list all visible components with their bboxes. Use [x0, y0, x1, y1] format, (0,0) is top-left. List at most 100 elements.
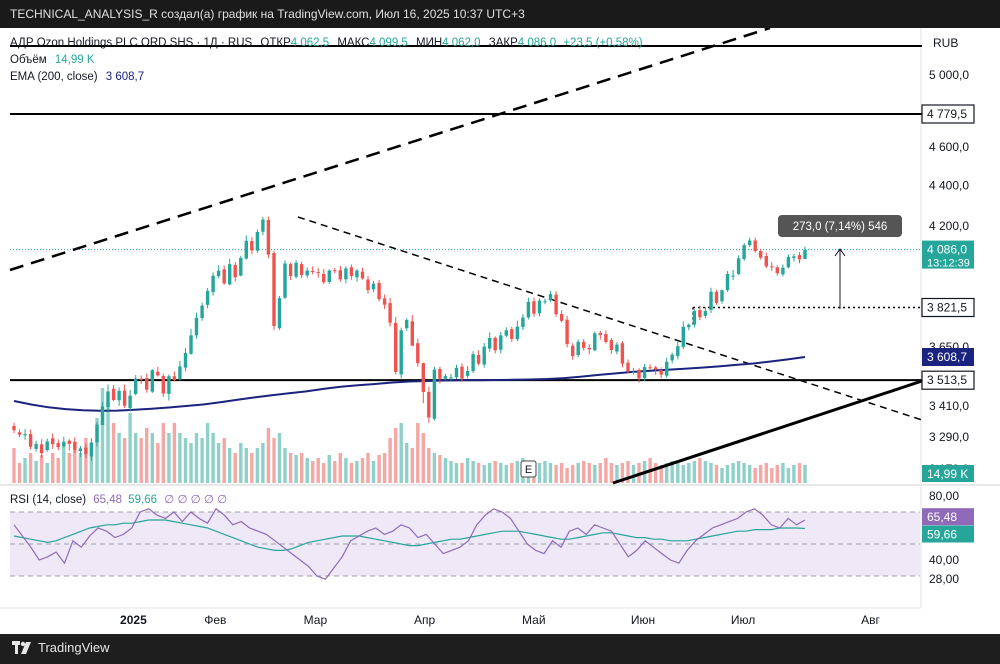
candle-body [604, 334, 608, 342]
legend-close-label: ЗАКР [489, 37, 518, 49]
candle-body [753, 240, 757, 251]
volume-bar [443, 458, 448, 483]
rsi-line [13, 507, 806, 580]
volume-bar [239, 443, 243, 483]
month-label: Май [522, 613, 546, 627]
price-badge-box [921, 104, 975, 124]
candle-body [39, 444, 44, 454]
volume-bar [493, 461, 497, 483]
candle-body [609, 340, 614, 350]
candle-body [128, 395, 132, 409]
rsi-value-1: 65,48 [93, 494, 122, 506]
rsi-ma-line [13, 519, 806, 551]
rsi-badge-box [922, 508, 974, 526]
volume-bar [427, 448, 431, 483]
candle-body [200, 305, 204, 319]
month-label: 2025 [120, 613, 147, 627]
price-tick-label: 3 290,0 [929, 430, 969, 444]
candle-body [637, 369, 641, 379]
legend-close: 4 086,0 [518, 37, 556, 49]
rsi-value-2: 59,66 [128, 494, 157, 506]
volume-bar [681, 465, 685, 483]
footer-bar: TradingView [0, 634, 1000, 664]
volume-bar [736, 461, 741, 483]
candle-body [410, 321, 414, 346]
candle-body [283, 263, 287, 298]
svg-text:EMA (200, close) 3 6: EMA (200, close) 3 608,7 [10, 71, 144, 83]
chart-area[interactable]: 80,00 40,00 28,00 65,48 59,66 5 000,0 4 600,0… [0, 26, 1000, 634]
candle-body [250, 241, 254, 251]
candle-body [333, 270, 337, 272]
volume-bar [703, 461, 708, 483]
volume-bar [554, 465, 558, 483]
tradingview-logo[interactable]: TradingView [12, 640, 110, 655]
candle-body [759, 251, 763, 258]
candle-body [515, 326, 519, 340]
volume-bar [576, 463, 580, 483]
volume-bar [759, 465, 763, 483]
chart-svg[interactable]: 80,00 40,00 28,00 65,48 59,66 5 000,0 4 600,0… [0, 26, 1000, 634]
volume-badge-label: 14,99 K [927, 467, 968, 481]
price-badge-box [922, 348, 974, 366]
volume-bar [261, 443, 265, 483]
candle-body [194, 317, 199, 336]
drawing-layer [9, 26, 923, 485]
legend-low: 4 062,0 [442, 37, 480, 49]
volume-bar [399, 423, 403, 483]
volume-bar [709, 463, 713, 483]
price-badge-label: 3 513,5 [927, 373, 967, 387]
candle-body [676, 346, 680, 357]
volume-bar [139, 438, 143, 483]
candle-body [322, 273, 326, 283]
candle-body [344, 268, 348, 280]
candle-body [100, 406, 105, 425]
volume-bar [454, 463, 459, 483]
candle-body [399, 330, 403, 375]
month-label: Авг [861, 613, 880, 627]
volume-bar [770, 468, 774, 483]
candle-body [371, 283, 376, 290]
candle-body [797, 255, 802, 260]
candle-body [216, 270, 221, 276]
candle-body [211, 275, 215, 293]
candle-body [665, 361, 669, 376]
legend: АДР Ozon Holdings PLC ORD SHS · 1Д · RUS… [10, 37, 643, 83]
rsi-tick-label: 40,00 [929, 553, 959, 567]
candle-body [648, 367, 652, 369]
volume-bar [698, 458, 702, 483]
price-badge-sub: 13:12:39 [927, 258, 970, 270]
candle-body [277, 298, 282, 329]
candle-body [548, 294, 553, 301]
ema-layer [13, 356, 806, 412]
volume-bar [95, 418, 99, 483]
volume-bar [720, 468, 724, 483]
candle-body [360, 271, 365, 279]
price-badge-label: 4 779,5 [927, 107, 967, 121]
volume-bar [653, 463, 658, 483]
volume-bar [84, 438, 88, 483]
candle-body [156, 371, 160, 376]
measure-tool[interactable]: 273,0 (7,14%) 546 [778, 215, 902, 309]
tradingview-brand: TradingView [38, 640, 110, 655]
legend-symbol: АДР Ozon Holdings PLC ORD SHS · 1Д · RUS [10, 37, 253, 49]
volume-bar [598, 463, 602, 483]
candle-body [786, 256, 791, 268]
candle-body [111, 388, 116, 400]
price-axis-layer: 5 000,04 600,04 400,04 200,03 650,03 410… [929, 68, 969, 476]
candle-body [421, 363, 425, 392]
candle-body [598, 332, 602, 335]
volume-bar [471, 461, 475, 483]
candle-body [465, 371, 470, 376]
candle-body [615, 344, 619, 352]
price-tick-label: 3 410,0 [929, 399, 969, 413]
candles-layer [12, 216, 807, 461]
volume-bar [371, 461, 376, 483]
candle-body [438, 369, 442, 379]
candle-body [692, 311, 697, 325]
candle-body [78, 448, 83, 452]
candle-body [775, 267, 779, 274]
measure-arrow-head [834, 248, 846, 257]
events-marker[interactable]: E [520, 460, 537, 478]
candle-body [449, 377, 453, 379]
svg-text:RSI (14, close) 65,4: RSI (14, close) 65,48 59,66 ∅ ∅ ∅ ∅ ∅ [10, 494, 227, 506]
